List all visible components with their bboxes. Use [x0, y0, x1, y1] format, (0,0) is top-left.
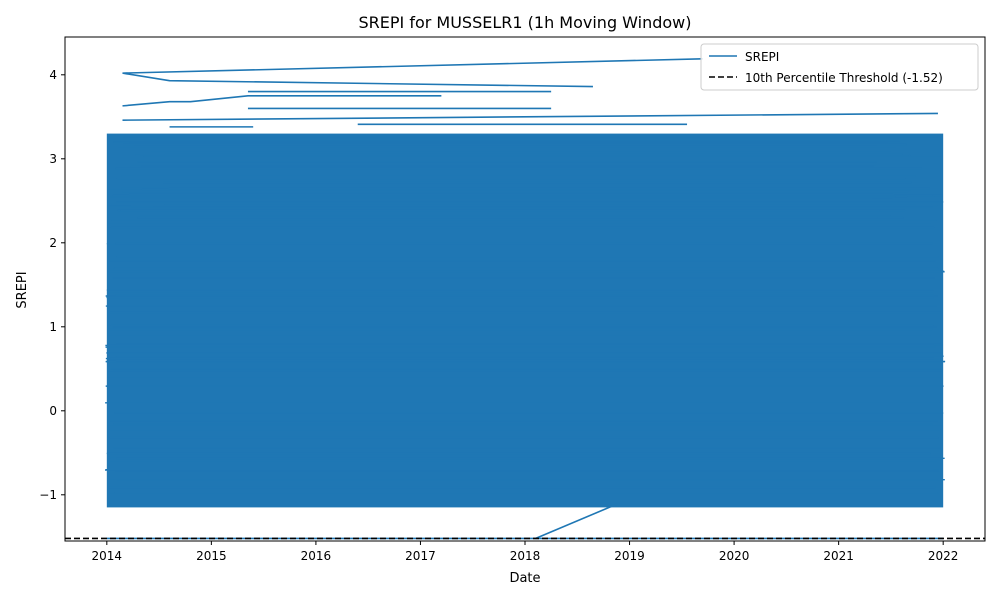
axes: 2014 2015 2016 2017 2018 2019 2020 2021 2022 −1 0 1… [39, 36, 986, 563]
x-axis-label: Date [509, 571, 540, 586]
legend-box [700, 43, 979, 91]
y-tick-label: 0 [49, 404, 57, 418]
srepi-line [122, 58, 703, 74]
y-tick-label: 3 [49, 152, 57, 166]
x-tick-label: 2017 [405, 549, 436, 563]
x-tick-label: 2020 [719, 549, 750, 563]
srepi-line [122, 112, 938, 121]
legend: SREPI 10th Percentile Threshold (-1.52) [700, 43, 979, 91]
y-tick-label: −1 [39, 488, 57, 502]
y-tick-label: 4 [49, 68, 57, 82]
srepi-line [122, 72, 593, 88]
x-tick-label: 2019 [614, 549, 645, 563]
srepi-drop-line [535, 502, 620, 540]
x-tick-label: 2014 [92, 549, 123, 563]
legend-label-srepi: SREPI [745, 50, 779, 64]
chart-title: SREPI for MUSSELR1 (1h Moving Window) [358, 13, 691, 32]
x-tick-label: 2015 [196, 549, 227, 563]
plot-area [65, 58, 985, 540]
x-tick-label: 2018 [510, 549, 541, 563]
srepi-line [122, 95, 442, 107]
x-tick-label: 2016 [301, 549, 332, 563]
legend-label-threshold: 10th Percentile Threshold (-1.52) [745, 71, 943, 85]
x-tick-label: 2022 [928, 549, 959, 563]
x-tick-label: 2021 [823, 549, 854, 563]
y-tick-label: 1 [49, 320, 57, 334]
y-tick-label: 2 [49, 236, 57, 250]
y-axis-label: SREPI [15, 271, 30, 308]
